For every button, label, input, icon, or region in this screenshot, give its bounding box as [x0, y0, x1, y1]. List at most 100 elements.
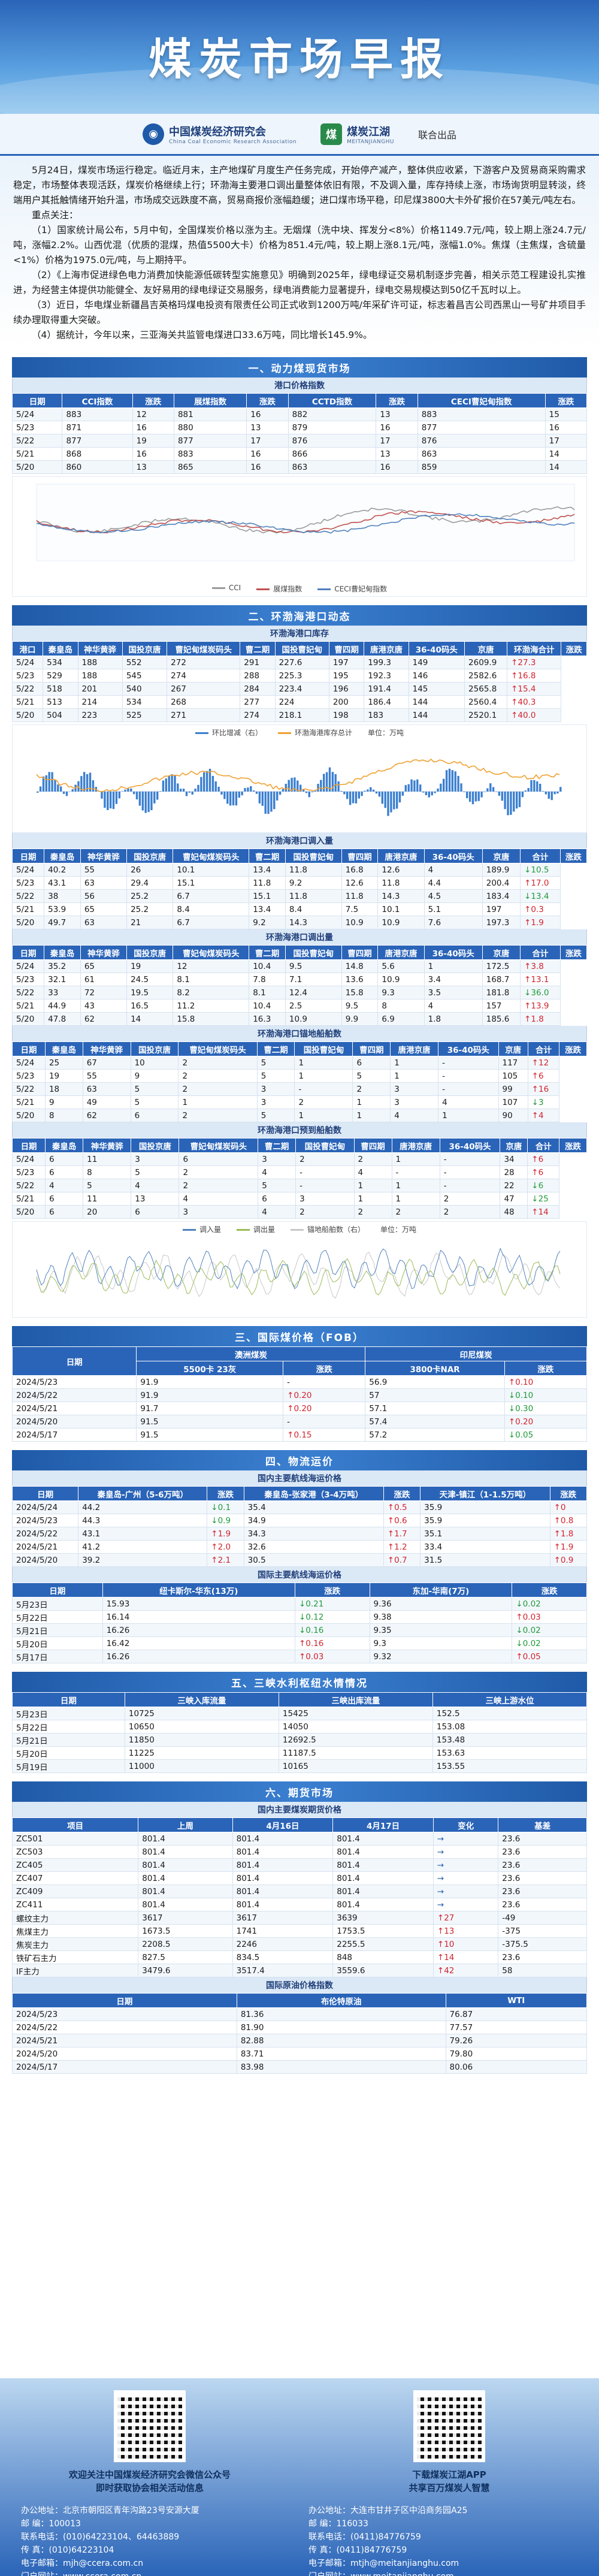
joint-production: 联合出品: [418, 129, 456, 141]
change-bar: [443, 778, 445, 792]
table-cell: 81.36: [236, 2007, 446, 2021]
table-cell: 2024/5/24: [11, 1500, 79, 1514]
change-bar: [185, 792, 188, 796]
table-cell: 34.9: [243, 1514, 384, 1527]
change-bar: [188, 792, 190, 793]
table-cell: 199.3: [364, 656, 409, 669]
table-cell: 2024/5/22: [11, 1527, 79, 1541]
qr-code-icon[interactable]: [114, 2390, 186, 2462]
table-cell: 5/20: [11, 1205, 46, 1219]
table-cell: 5/21: [11, 447, 63, 461]
table-cell: ↑10: [432, 1937, 499, 1951]
sec6-title: 六、期货市场: [12, 1781, 587, 1802]
table-cell: 1: [294, 1056, 353, 1070]
table-cell: 3517.4: [232, 1964, 334, 1977]
change-bar: [539, 784, 541, 792]
table-cell: 9.35: [369, 1623, 513, 1637]
table-header: 三峡入库流量: [124, 1692, 279, 1707]
qr-code-icon[interactable]: [413, 2390, 485, 2462]
change-bar: [407, 784, 410, 792]
table-cell: ↓0.02: [512, 1636, 587, 1650]
table-cell: ↓0.02: [512, 1623, 587, 1637]
table-cell: 53.9: [44, 902, 81, 916]
table-cell: 3.5: [423, 986, 483, 999]
table-cell: 10.1: [173, 863, 250, 877]
table-cell: 23.6: [498, 1885, 587, 1898]
table-cell: -375: [498, 1924, 587, 1938]
table-row: 5/24 6 11 3 6 3 2 2 1-34 ↑6: [11, 1152, 587, 1166]
table-cell: 61: [80, 973, 128, 986]
table-cell: 8.1: [249, 986, 286, 999]
table-cell: 883: [62, 407, 133, 421]
table-cell: 11.8: [285, 863, 342, 877]
change-bar: [54, 780, 56, 792]
table-cell: 192.3: [364, 669, 409, 682]
table-header: 曹四期: [352, 1041, 391, 1056]
contact-website[interactable]: 门户网站：www.meitanjianghu.com: [308, 2570, 578, 2576]
change-bar: [238, 792, 240, 798]
table-cell: 18: [44, 1082, 83, 1096]
change-bar: [48, 772, 50, 792]
table-cell: 65: [80, 959, 128, 973]
change-bar: [130, 788, 132, 792]
table-header: 曹二期: [249, 848, 286, 863]
table-cell: 16.26: [102, 1650, 295, 1663]
table-row: 5月23日 10725 15425 152.5: [12, 1707, 588, 1720]
change-bar: [325, 772, 328, 792]
table-cell: 801.4: [232, 1871, 334, 1885]
table-cell: 13: [376, 447, 418, 461]
table-cell: ↑0.20: [283, 1402, 366, 1415]
table-cell: 72: [80, 986, 128, 999]
table-cell: 2024/5/21: [12, 2034, 237, 2047]
domestic-freight-table: 日期 秦皇岛-广州（5-6万吨） 涨跌 秦皇岛-张家港（3-4万吨） 涨跌 天津-镇江（1…: [11, 1486, 588, 1567]
table-cell: -: [283, 1415, 366, 1429]
table-cell: 82.88: [236, 2034, 446, 2047]
table-cell: 183.4: [482, 889, 521, 903]
table-cell: 14.3: [285, 916, 342, 929]
change-bar: [297, 780, 299, 792]
table-cell: 801.4: [332, 1885, 434, 1898]
change-bar: [448, 768, 451, 792]
table-header: 合计: [520, 848, 561, 863]
contact-email[interactable]: 电子邮箱：mtjh@meitanjianghu.com: [308, 2559, 459, 2568]
table-cell: 827.5: [138, 1950, 233, 1964]
table-cell: 5/22: [11, 889, 45, 903]
contact-website[interactable]: 门户网站：www.ccera.com.cn: [21, 2570, 291, 2576]
table-cell: ↑0.6: [383, 1514, 421, 1527]
table-cell: 5月22日: [12, 1610, 103, 1624]
table-cell: 铁矿石主力: [11, 1950, 139, 1964]
table-cell: 552: [122, 656, 168, 669]
table-header: 曹二期: [258, 1138, 297, 1153]
table-cell: →: [432, 1845, 499, 1859]
table-cell: 801.4: [332, 1871, 434, 1885]
table-cell: 9.2: [249, 916, 286, 929]
change-bar: [235, 792, 238, 806]
flow-chart: 调入量 调出量 锚地船舶数（右） 单位：万吨: [12, 1221, 587, 1318]
table-cell: 44.9: [44, 999, 81, 1013]
table-cell: 57.4: [365, 1415, 505, 1429]
contact-email[interactable]: 电子邮箱：mjh@ccera.com.cn: [21, 2559, 144, 2568]
table-cell: ↑1.9: [207, 1527, 244, 1541]
table-cell: 11850: [124, 1733, 279, 1747]
table-header: 日期: [11, 1486, 79, 1501]
table-cell: ↑0.03: [512, 1610, 587, 1624]
table-cell: 188: [77, 669, 123, 682]
change-bar: [541, 791, 544, 792]
intl-h-au-price: 5500卡 23灰: [136, 1361, 284, 1376]
table-cell: 63: [80, 916, 128, 929]
table-header: 秦皇岛: [44, 945, 81, 960]
table-cell: 91.5: [136, 1415, 284, 1429]
sec3-title: 三、国际煤价格（FOB）: [12, 1326, 587, 1346]
qr1-caption2: 即时获取协会相关活动信息: [95, 2483, 204, 2493]
table-cell: 8: [83, 1165, 132, 1179]
table-cell: 16.5: [126, 999, 174, 1013]
table-cell: ↑15.4: [507, 682, 562, 696]
table-cell: ↓0.16: [294, 1623, 370, 1637]
table-cell: 9.3: [369, 1636, 513, 1650]
table-cell: 5/24: [11, 656, 44, 669]
table-cell: 2246: [232, 1937, 334, 1951]
table-cell: 198: [328, 708, 365, 722]
change-bar: [305, 792, 308, 793]
table-cell: 117: [498, 1056, 528, 1070]
table-cell: 5/20: [11, 1012, 45, 1026]
